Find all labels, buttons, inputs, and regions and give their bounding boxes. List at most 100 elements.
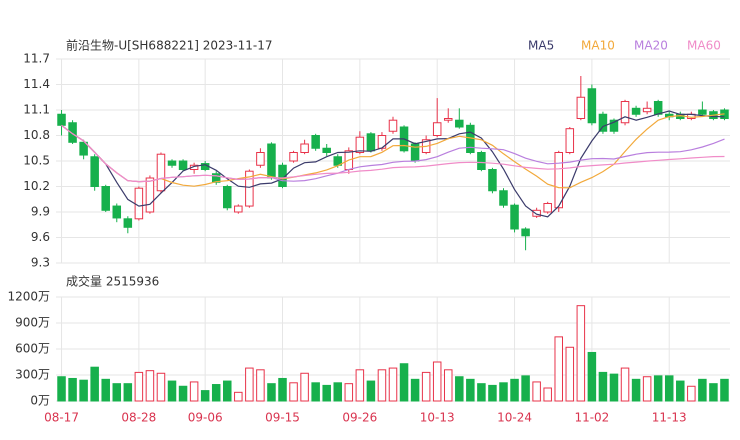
volume-bar bbox=[256, 369, 265, 402]
volume-bar bbox=[211, 384, 221, 402]
y-tick-label: 10.8 bbox=[23, 128, 50, 142]
volume-bar bbox=[322, 384, 331, 402]
candle-body bbox=[510, 204, 519, 230]
candle-body bbox=[90, 156, 99, 187]
volume-bar bbox=[178, 385, 188, 402]
volume-bar bbox=[267, 383, 276, 402]
volume-bar bbox=[455, 376, 464, 402]
candle-body bbox=[112, 205, 122, 219]
candle-body bbox=[620, 101, 630, 124]
volume-bar bbox=[156, 372, 166, 402]
volume-bar bbox=[189, 381, 199, 402]
legend-label: MA60 bbox=[687, 39, 721, 53]
volume-bar bbox=[421, 371, 431, 402]
candle-body bbox=[300, 143, 309, 153]
volume-bar bbox=[543, 387, 552, 402]
candle-body bbox=[576, 96, 586, 119]
volume-bar bbox=[576, 305, 586, 402]
volume-bar bbox=[653, 375, 663, 402]
candle-body bbox=[631, 107, 641, 115]
volume-bar bbox=[432, 361, 442, 402]
volume-bar bbox=[443, 369, 453, 402]
candle-body bbox=[101, 186, 110, 211]
volume-bar bbox=[521, 375, 530, 402]
candle-body bbox=[642, 107, 652, 113]
volume-bar bbox=[300, 372, 309, 402]
volume-tick-label: 900万 bbox=[15, 316, 50, 330]
volume-bar bbox=[488, 384, 497, 402]
volume-tick-label: 0万 bbox=[30, 394, 50, 408]
volume-bar bbox=[687, 385, 696, 402]
volume-bar bbox=[642, 376, 652, 402]
volume-bar bbox=[134, 371, 144, 402]
volume-bar bbox=[366, 380, 376, 402]
x-tick-label: 10-24 bbox=[497, 411, 532, 425]
volume-bar bbox=[587, 351, 597, 402]
candle-body bbox=[156, 153, 166, 192]
y-tick-label: 10.5 bbox=[23, 154, 50, 168]
candle-body bbox=[532, 209, 541, 217]
x-tick-label: 08-17 bbox=[44, 411, 79, 425]
legend-label: MA20 bbox=[634, 39, 668, 53]
volume-bar bbox=[234, 391, 243, 402]
candle-body bbox=[565, 128, 575, 153]
volume-bar bbox=[57, 376, 66, 402]
volume-bar bbox=[466, 378, 475, 402]
x-tick-label: 09-15 bbox=[265, 411, 300, 425]
candle-body bbox=[289, 152, 298, 162]
candle-body bbox=[388, 119, 398, 132]
volume-bar bbox=[664, 375, 674, 402]
candle-body bbox=[57, 113, 66, 126]
x-tick-label: 10-13 bbox=[420, 411, 455, 425]
volume-bar bbox=[101, 378, 110, 402]
x-tick-label: 09-26 bbox=[342, 411, 377, 425]
volume-bar bbox=[355, 369, 365, 402]
candle-body bbox=[543, 203, 552, 213]
y-tick-label: 11.1 bbox=[23, 103, 50, 117]
y-tick-label: 11.7 bbox=[23, 52, 50, 66]
candle-body bbox=[178, 160, 188, 170]
candle-body bbox=[355, 136, 365, 153]
candle-body bbox=[234, 205, 243, 213]
volume-bar bbox=[698, 378, 707, 402]
candle-body bbox=[521, 228, 530, 237]
volume-bar bbox=[245, 367, 254, 402]
candle-body bbox=[223, 186, 232, 209]
candle-body bbox=[145, 177, 155, 213]
legend-label: MA5 bbox=[528, 39, 554, 53]
candle-body bbox=[653, 101, 663, 115]
x-tick-label: 11-13 bbox=[652, 411, 687, 425]
candle-body bbox=[311, 135, 320, 149]
volume-bar bbox=[477, 383, 486, 402]
volume-bar bbox=[278, 377, 287, 402]
volume-tick-label: 300万 bbox=[15, 368, 50, 382]
candle-body bbox=[256, 152, 265, 166]
candle-body bbox=[267, 143, 276, 179]
moving-average-line bbox=[61, 124, 725, 183]
candle-body bbox=[322, 147, 331, 153]
volume-bar bbox=[344, 383, 354, 402]
volume-bar bbox=[399, 363, 409, 402]
candle-body bbox=[432, 122, 442, 136]
candle-body bbox=[488, 169, 497, 192]
volume-bar bbox=[167, 380, 177, 402]
volume-bar bbox=[554, 336, 563, 402]
x-tick-label: 09-06 bbox=[188, 411, 223, 425]
candle-body bbox=[443, 118, 453, 121]
volume-bar bbox=[333, 382, 343, 402]
x-tick-label: 11-02 bbox=[574, 411, 609, 425]
volume-title: 成交量 2515936 bbox=[66, 274, 159, 289]
candle-body bbox=[499, 190, 508, 206]
volume-bar bbox=[68, 377, 77, 402]
volume-bar bbox=[388, 367, 398, 402]
candle-body bbox=[68, 122, 77, 143]
volume-bar bbox=[311, 382, 320, 402]
candle-body bbox=[123, 218, 133, 228]
candle-body bbox=[167, 160, 177, 166]
volume-bar bbox=[620, 367, 630, 402]
candle-body bbox=[134, 187, 144, 220]
y-tick-label: 10.2 bbox=[23, 179, 50, 193]
chart-title: 前沿生物-U[SH688221] 2023-11-17 bbox=[66, 38, 272, 53]
candle-body bbox=[477, 152, 486, 170]
